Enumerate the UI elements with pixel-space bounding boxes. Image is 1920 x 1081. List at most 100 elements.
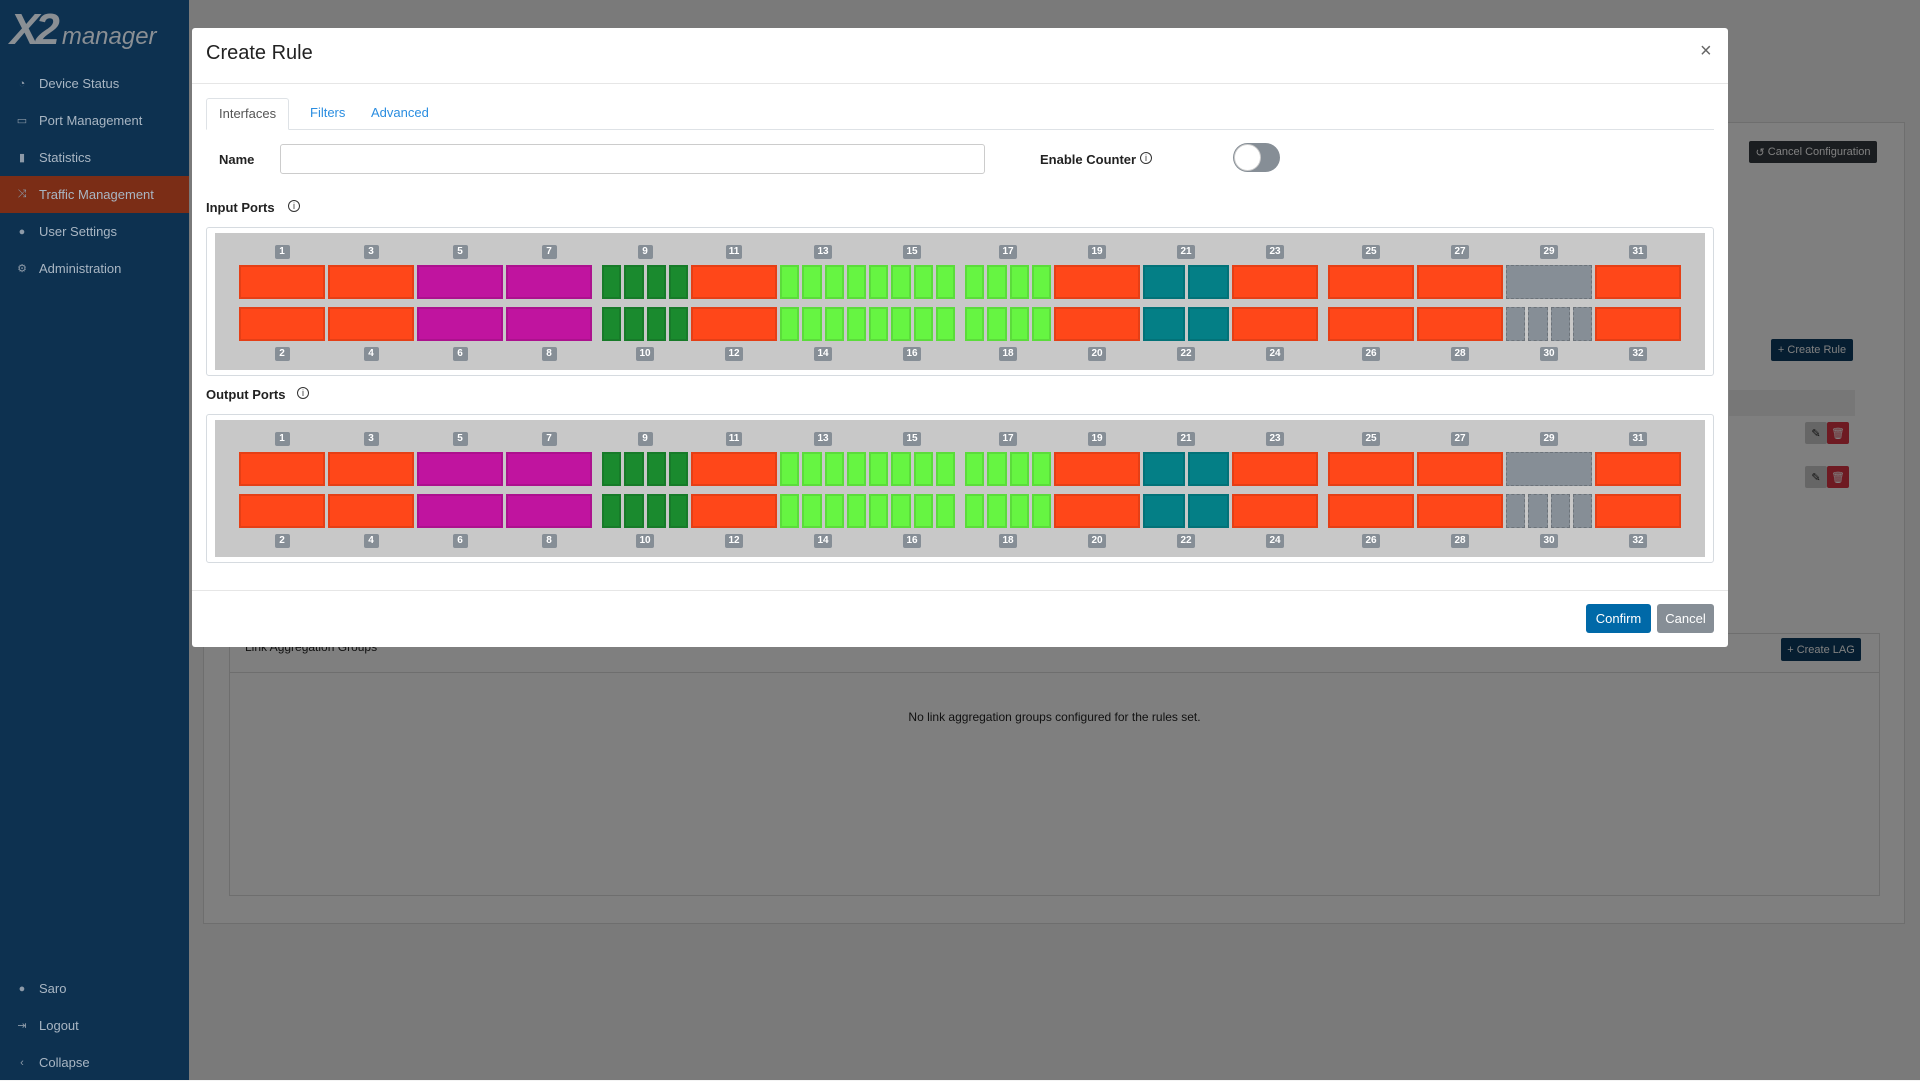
port-31[interactable] [1595,452,1681,486]
port-9-lane-3[interactable] [646,265,666,299]
port-2[interactable] [239,494,325,528]
tab-advanced[interactable]: Advanced [371,105,429,120]
port-22-lane-1[interactable] [1143,494,1185,528]
port-10-lane-1[interactable] [602,307,622,341]
port-10-lane-3[interactable] [646,307,666,341]
port-6[interactable] [417,307,503,341]
port-7[interactable] [506,452,592,486]
port-32[interactable] [1595,307,1681,341]
tab-filters[interactable]: Filters [310,105,346,120]
port-25[interactable] [1328,452,1414,486]
port-7[interactable] [506,265,592,299]
port-19[interactable] [1054,265,1140,299]
port-2[interactable] [239,307,325,341]
port-13-lane-3[interactable] [824,265,844,299]
port-4[interactable] [328,307,414,341]
port-30-lane-4[interactable] [1572,307,1592,341]
port-20[interactable] [1054,494,1140,528]
port-8[interactable] [506,307,592,341]
port-9-lane-2[interactable] [624,265,644,299]
port-11[interactable] [691,265,777,299]
port-26[interactable] [1328,307,1414,341]
port-17-lane-1[interactable] [965,452,985,486]
port-15-lane-2[interactable] [891,452,911,486]
port-15-lane-1[interactable] [869,452,889,486]
port-30-lane-3[interactable] [1550,307,1570,341]
confirm-button[interactable]: Confirm [1586,604,1651,633]
port-9-lane-4[interactable] [668,265,688,299]
port-16-lane-2[interactable] [891,494,911,528]
enable-counter-toggle[interactable] [1233,143,1280,172]
port-9-lane-2[interactable] [624,452,644,486]
port-13-lane-1[interactable] [780,452,800,486]
port-10-lane-4[interactable] [668,494,688,528]
port-16-lane-4[interactable] [935,307,955,341]
sidebar-item-port-management[interactable]: ▭ Port Management [0,102,189,139]
port-9-lane-1[interactable] [602,452,622,486]
port-17-lane-4[interactable] [1031,265,1051,299]
port-3[interactable] [328,452,414,486]
port-15-lane-3[interactable] [913,265,933,299]
port-28[interactable] [1417,494,1503,528]
port-14-lane-3[interactable] [824,494,844,528]
port-23[interactable] [1232,452,1318,486]
port-26[interactable] [1328,494,1414,528]
port-20[interactable] [1054,307,1140,341]
port-12[interactable] [691,307,777,341]
cancel-button[interactable]: Cancel [1657,604,1714,633]
port-25[interactable] [1328,265,1414,299]
port-16-lane-1[interactable] [869,307,889,341]
port-10-lane-2[interactable] [624,494,644,528]
port-15-lane-1[interactable] [869,265,889,299]
port-6[interactable] [417,494,503,528]
port-14-lane-3[interactable] [824,307,844,341]
port-13-lane-2[interactable] [802,452,822,486]
port-22-lane-1[interactable] [1143,307,1185,341]
sidebar-item-statistics[interactable]: ▮ Statistics [0,139,189,176]
port-30-lane-4[interactable] [1572,494,1592,528]
port-29[interactable] [1506,452,1592,486]
port-17-lane-1[interactable] [965,265,985,299]
port-15-lane-4[interactable] [935,452,955,486]
port-4[interactable] [328,494,414,528]
port-13-lane-1[interactable] [780,265,800,299]
port-17-lane-2[interactable] [987,452,1007,486]
port-21-lane-1[interactable] [1143,265,1185,299]
port-30-lane-3[interactable] [1550,494,1570,528]
port-5[interactable] [417,265,503,299]
port-18-lane-2[interactable] [987,494,1007,528]
port-14-lane-4[interactable] [846,307,866,341]
port-18-lane-2[interactable] [987,307,1007,341]
port-16-lane-1[interactable] [869,494,889,528]
port-10-lane-2[interactable] [624,307,644,341]
port-29[interactable] [1506,265,1592,299]
port-13-lane-3[interactable] [824,452,844,486]
port-3[interactable] [328,265,414,299]
port-19[interactable] [1054,452,1140,486]
port-23[interactable] [1232,265,1318,299]
port-31[interactable] [1595,265,1681,299]
port-11[interactable] [691,452,777,486]
port-24[interactable] [1232,307,1318,341]
sidebar-item-traffic-management[interactable]: ⤨ Traffic Management [0,176,189,213]
port-18-lane-3[interactable] [1009,494,1029,528]
sidebar-item-user-settings[interactable]: ● User Settings [0,213,189,250]
sidebar-item-collapse[interactable]: ‹ Collapse [0,1044,189,1081]
port-10-lane-3[interactable] [646,494,666,528]
name-input[interactable] [280,144,985,174]
port-28[interactable] [1417,307,1503,341]
port-22-lane-2[interactable] [1187,494,1229,528]
port-15-lane-4[interactable] [935,265,955,299]
sidebar-item-saro[interactable]: ● Saro [0,970,189,1007]
port-30-lane-1[interactable] [1506,494,1526,528]
port-9-lane-4[interactable] [668,452,688,486]
port-17-lane-2[interactable] [987,265,1007,299]
port-16-lane-4[interactable] [935,494,955,528]
tab-interfaces[interactable]: Interfaces [206,98,290,130]
port-30-lane-2[interactable] [1528,494,1548,528]
port-15-lane-3[interactable] [913,452,933,486]
port-8[interactable] [506,494,592,528]
port-1[interactable] [239,452,325,486]
port-9-lane-1[interactable] [602,265,622,299]
port-17-lane-4[interactable] [1031,452,1051,486]
